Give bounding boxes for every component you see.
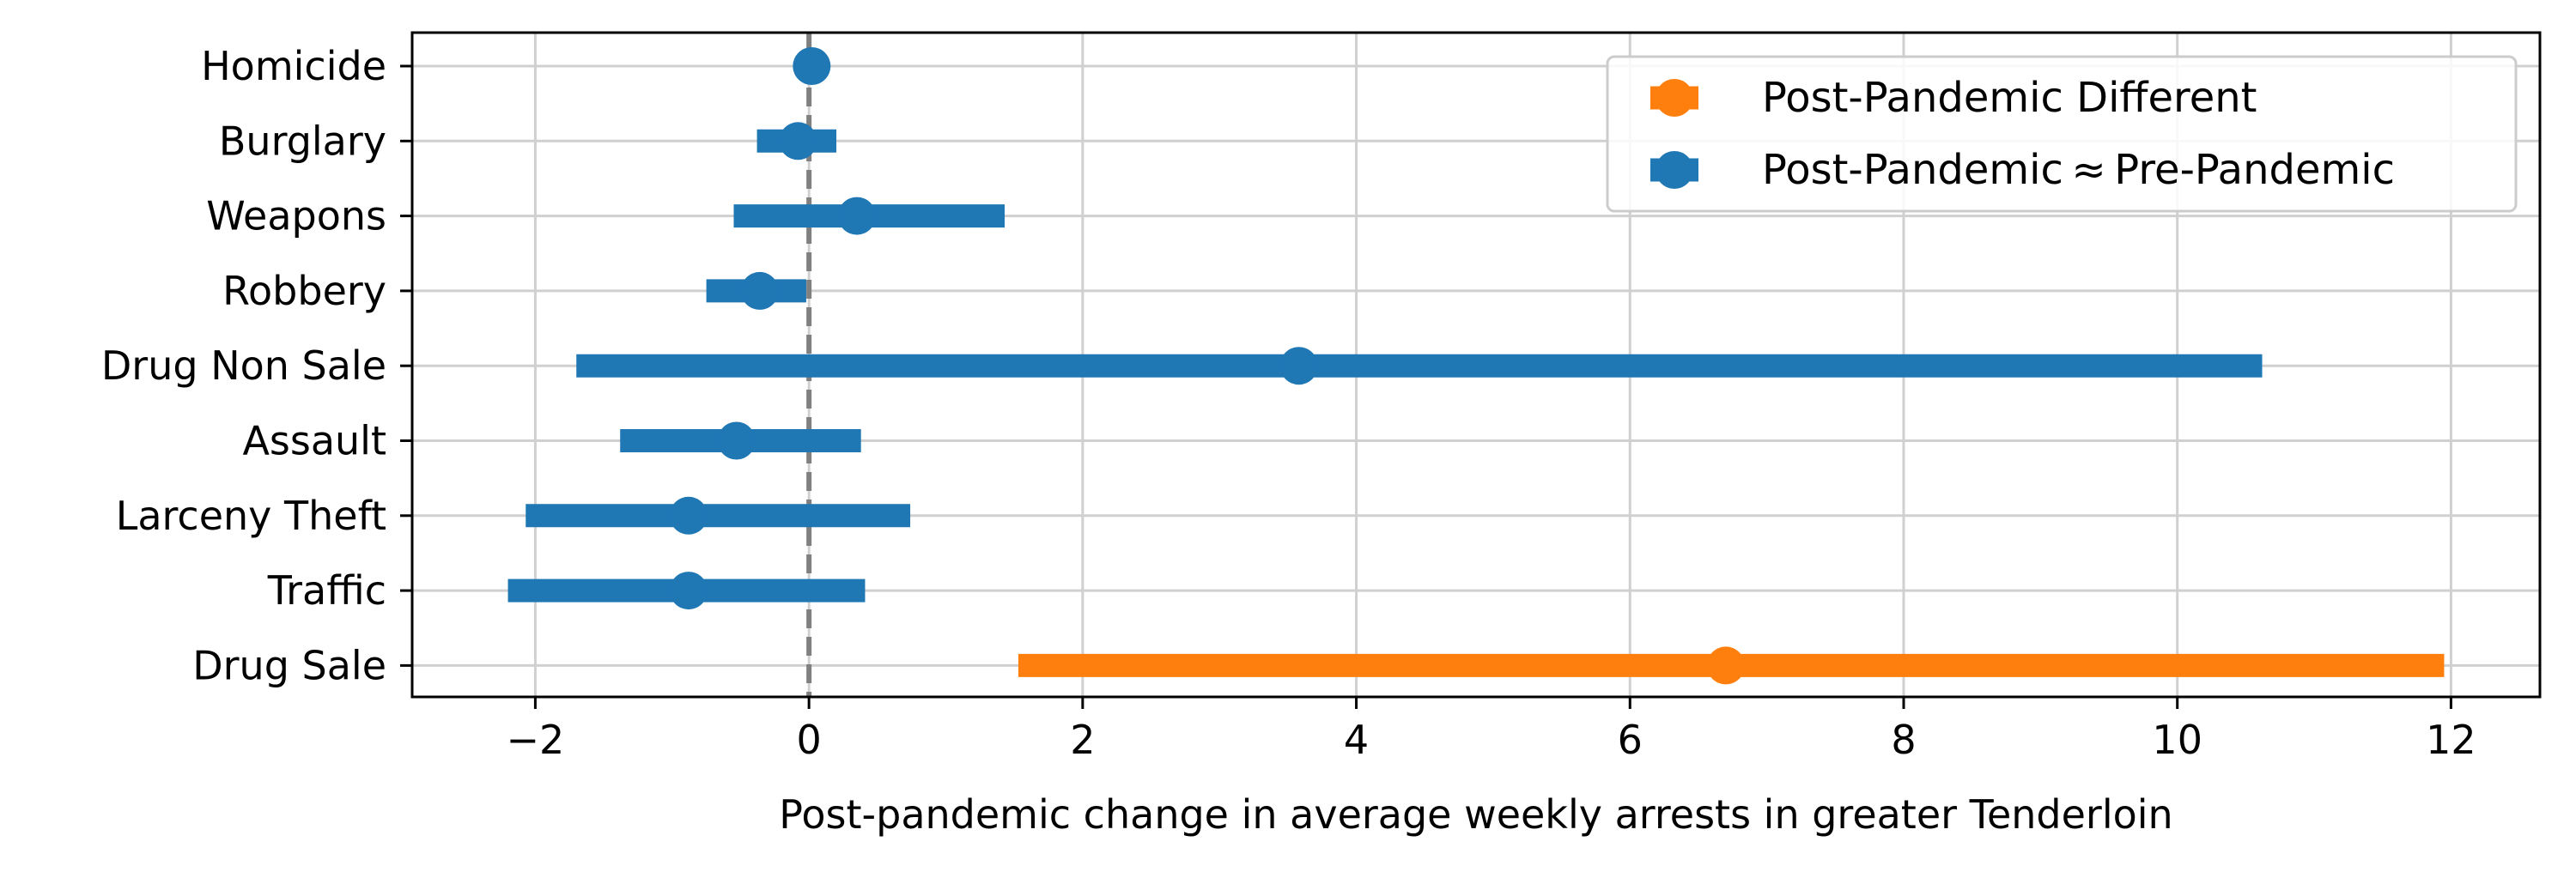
legend-swatch-marker (1656, 79, 1693, 117)
point-larceny-theft (669, 496, 708, 535)
y-tick-label: Drug Non Sale (101, 342, 386, 389)
point-robbery (740, 271, 779, 310)
x-tick-layer: −2 0 2 4 6 8 10 12 (507, 697, 2476, 763)
x-tick-label: −2 (507, 717, 565, 763)
point-drug-sale (1706, 646, 1745, 685)
y-tick-layer: Homicide Burglary Weapons Robbery Drug Non S… (101, 43, 412, 688)
point-layer (669, 47, 1745, 685)
point-homicide (793, 47, 831, 85)
x-tick-label: 10 (2152, 717, 2202, 763)
legend-label: Post-Pandemic Different (1762, 74, 2257, 122)
point-assault (717, 421, 756, 460)
y-tick-label: Homicide (201, 43, 386, 89)
legend-box (1606, 55, 2518, 213)
x-tick-label: 0 (796, 717, 821, 763)
point-weapons (837, 197, 876, 235)
point-drug-non-sale (1279, 347, 1318, 385)
y-tick-label: Burglary (219, 118, 386, 164)
y-tick-label: Drug Sale (192, 642, 386, 688)
x-tick-label: 6 (1618, 717, 1643, 763)
y-tick-label: Weapons (206, 193, 386, 239)
x-tick-label: 8 (1891, 717, 1916, 763)
x-tick-label: 2 (1070, 717, 1095, 763)
legend-swatch-marker (1656, 151, 1693, 189)
y-tick-label: Traffic (267, 567, 386, 614)
y-tick-label: Assault (242, 418, 386, 464)
point-traffic (669, 572, 708, 610)
x-axis-label: Post-pandemic change in average weekly a… (779, 791, 2172, 838)
x-tick-label: 12 (2426, 717, 2476, 763)
y-tick-label: Larceny Theft (116, 493, 386, 539)
x-tick-label: 4 (1344, 717, 1369, 763)
y-tick-label: Robbery (222, 268, 386, 314)
legend-label: Post-Pandemic ≈ Pre-Pandemic (1762, 146, 2395, 194)
legend: Post-Pandemic Different Post-Pandemic ≈ P… (1606, 55, 2518, 213)
point-burglary (779, 122, 817, 160)
